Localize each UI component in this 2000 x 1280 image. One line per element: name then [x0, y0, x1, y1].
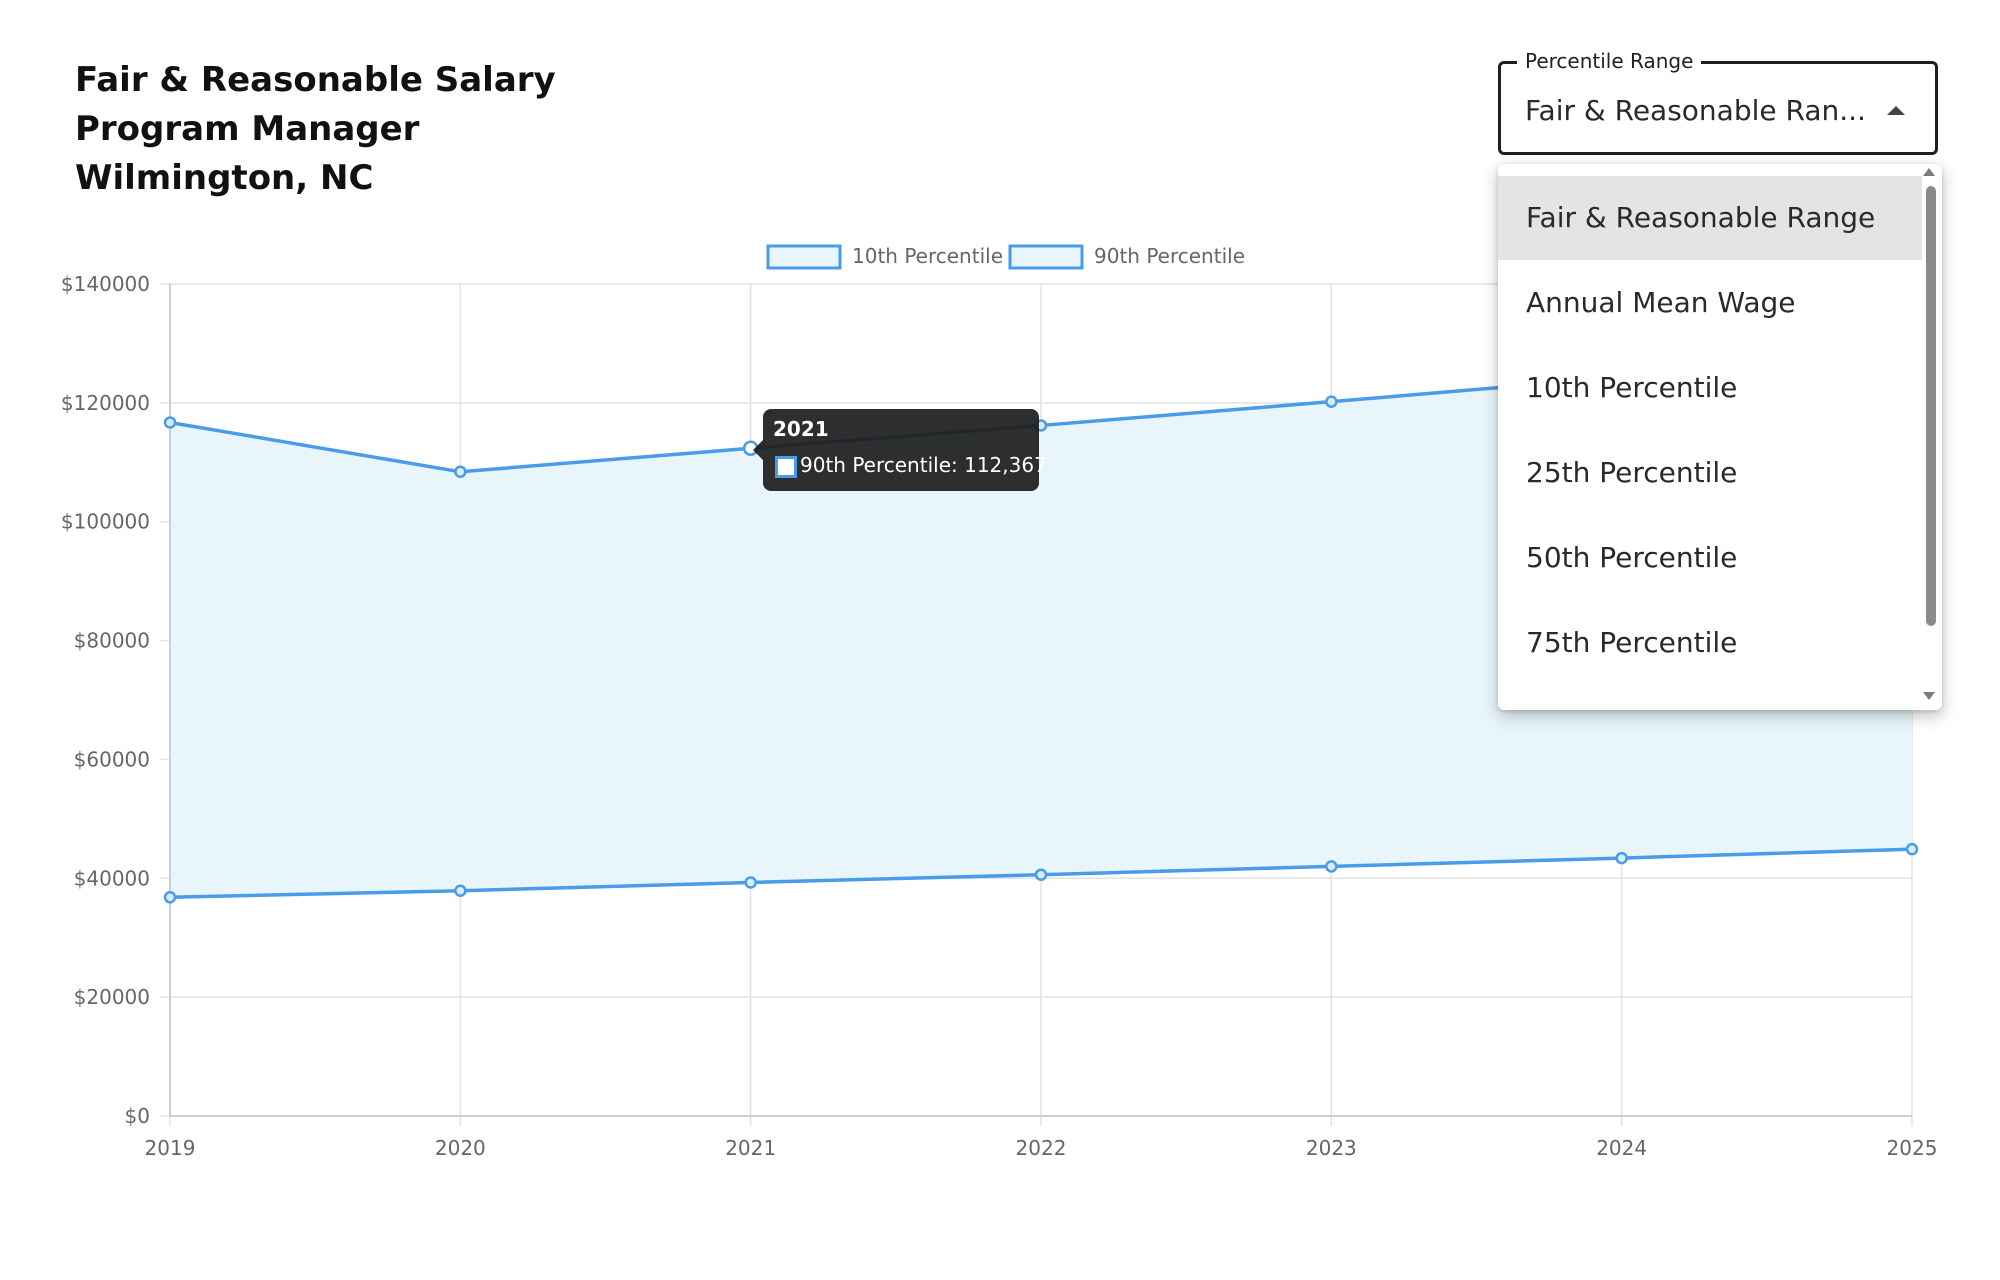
data-point-90th-percentile[interactable] [1325, 395, 1338, 408]
x-tick-label: 2019 [145, 1136, 196, 1160]
menu-item-10th-percentile[interactable]: 10th Percentile [1526, 371, 1738, 404]
data-point-10th-percentile[interactable] [1325, 860, 1338, 873]
data-point-10th-percentile[interactable] [744, 876, 757, 889]
scroll-up-arrow-icon[interactable] [1923, 168, 1935, 176]
menu-item-25th-percentile[interactable]: 25th Percentile [1526, 456, 1738, 489]
select-value: Fair & Reasonable Ran... [1525, 94, 1866, 127]
percentile-range-select[interactable]: Percentile Range Fair & Reasonable Ran..… [1498, 49, 1938, 155]
y-tick-label: $40000 [74, 866, 150, 890]
data-point-10th-percentile[interactable] [1905, 842, 1919, 856]
select-label: Percentile Range [1517, 49, 1702, 73]
y-tick-label: $120000 [61, 391, 150, 415]
y-tick-label: $100000 [61, 510, 150, 534]
chevron-up-icon [1887, 106, 1905, 115]
percentile-range-menu: Fair & Reasonable Range Annual Mean Wage… [1498, 164, 1942, 710]
menu-item-fair-reasonable-range[interactable]: Fair & Reasonable Range [1498, 176, 1922, 260]
title-line-job: Program Manager [75, 109, 420, 149]
title-line-location: Wilmington, NC [75, 158, 374, 198]
data-point-90th-percentile[interactable] [163, 416, 177, 429]
data-point-10th-percentile[interactable] [163, 891, 177, 904]
y-tick-label: $60000 [74, 747, 150, 771]
tooltip-title: 2021 [773, 417, 829, 441]
axes: $0 $20000 $40000 $60000 $80000 $100000 $120000… [61, 272, 1938, 1160]
x-tick-label: 2020 [435, 1136, 486, 1160]
x-tick-label: 2022 [1016, 1136, 1067, 1160]
x-tick-label: 2021 [725, 1136, 776, 1160]
tooltip-label: 90th Percentile: 112,367 [800, 453, 1047, 477]
menu-item-50th-percentile[interactable]: 50th Percentile [1526, 541, 1738, 574]
tooltip-caret [753, 440, 763, 460]
chart-legend[interactable]: 10th Percentile 90th Percentile [766, 244, 1245, 270]
title-line-salary: Fair & Reasonable Salary [75, 60, 556, 100]
data-point-10th-percentile[interactable] [1034, 868, 1048, 881]
x-tick-label: 2023 [1306, 1136, 1357, 1160]
x-tick-label: 2025 [1887, 1136, 1938, 1160]
x-tick-label: 2024 [1596, 1136, 1647, 1160]
data-point-10th-percentile[interactable] [454, 884, 467, 898]
menu-item-75th-percentile[interactable]: 75th Percentile [1526, 626, 1738, 659]
menu-scrollbar[interactable] [1926, 186, 1936, 626]
legend-swatch [1008, 244, 1084, 270]
tooltip-color-swatch [775, 456, 797, 478]
percentile-range-fill [170, 352, 1912, 898]
chart-tooltip: 2021 90th Percentile: 112,367 [753, 409, 1047, 491]
menu-item-annual-mean-wage[interactable]: Annual Mean Wage [1526, 286, 1796, 319]
legend-swatch [766, 244, 842, 270]
legend-item[interactable]: 10th Percentile [766, 244, 1003, 270]
data-point-10th-percentile[interactable] [1615, 851, 1628, 865]
y-tick-label: $80000 [74, 629, 150, 653]
legend-label: 10th Percentile [852, 244, 1003, 268]
y-tick-label: $140000 [61, 272, 150, 296]
scroll-down-arrow-icon[interactable] [1923, 692, 1935, 700]
page-title: Fair & Reasonable Salary Program Manager… [75, 56, 556, 203]
data-point-90th-percentile[interactable] [454, 465, 467, 479]
range-area [170, 352, 1912, 898]
y-tick-label: $0 [125, 1104, 150, 1128]
legend-item[interactable]: 90th Percentile [1008, 244, 1245, 270]
legend-label: 90th Percentile [1094, 244, 1245, 268]
y-tick-label: $20000 [74, 985, 150, 1009]
